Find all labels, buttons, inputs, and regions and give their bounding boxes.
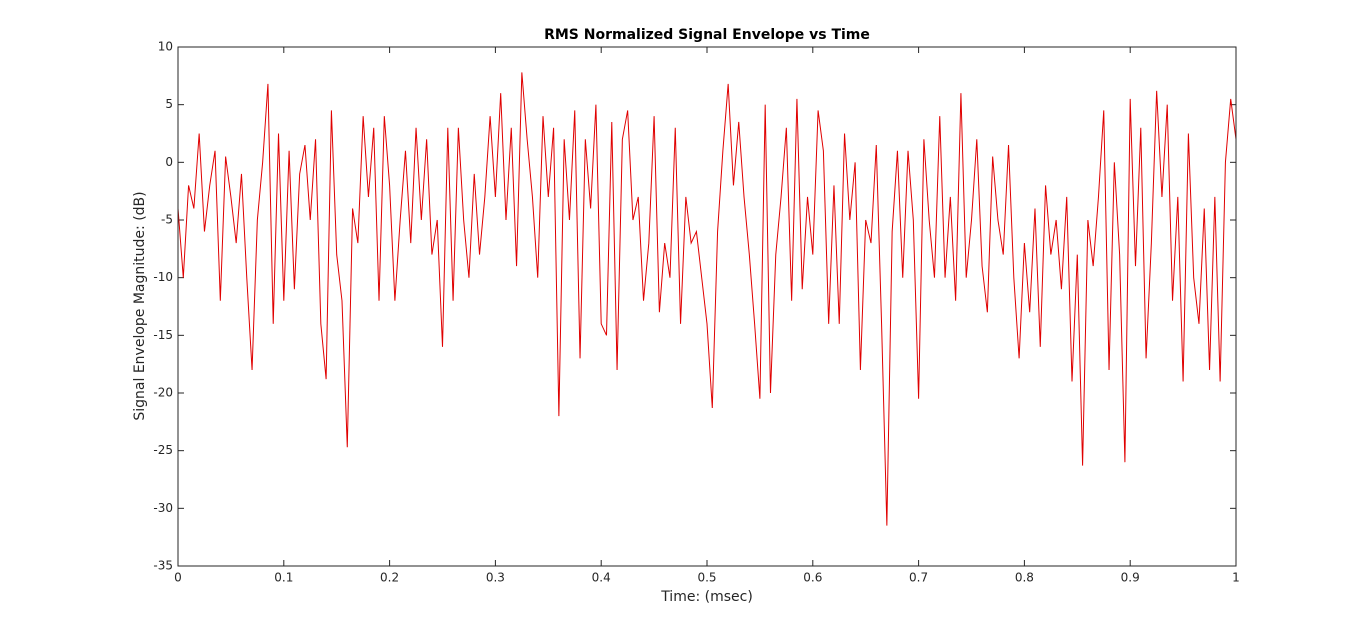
x-tick-label: 0.6 (803, 571, 822, 585)
y-tick-label: -15 (153, 328, 173, 342)
y-tick-label: 5 (165, 97, 173, 111)
y-tick-label: -10 (153, 270, 173, 284)
x-tick-label: 0.2 (380, 571, 399, 585)
y-tick-label: -5 (161, 213, 173, 227)
x-tick-label: 0.1 (274, 571, 293, 585)
x-tick-label: 0.4 (592, 571, 611, 585)
x-tick-label: 0.9 (1121, 571, 1140, 585)
y-tick-label: -30 (153, 501, 173, 515)
x-axis-label: Time: (msec) (660, 589, 753, 605)
x-tick-label: 0.8 (1015, 571, 1034, 585)
x-tick-label: 0.3 (486, 571, 505, 585)
signal-line (177, 72, 1237, 526)
y-tick-label: -35 (153, 559, 173, 573)
y-axis-label: Signal Envelope Magnitude: (dB) (132, 191, 148, 420)
y-tick-label: -25 (153, 443, 173, 457)
x-tick-label: 1 (1232, 571, 1240, 585)
y-tick-label: -20 (153, 386, 173, 400)
chart-title: RMS Normalized Signal Envelope vs Time (544, 27, 870, 43)
y-tick-label: 0 (165, 155, 173, 169)
x-tick-label: 0 (174, 571, 182, 585)
plot-frame (177, 46, 1237, 567)
x-tick-label: 0.7 (909, 571, 928, 585)
x-tick-label: 0.5 (697, 571, 716, 585)
y-tick-label: 10 (158, 40, 173, 54)
